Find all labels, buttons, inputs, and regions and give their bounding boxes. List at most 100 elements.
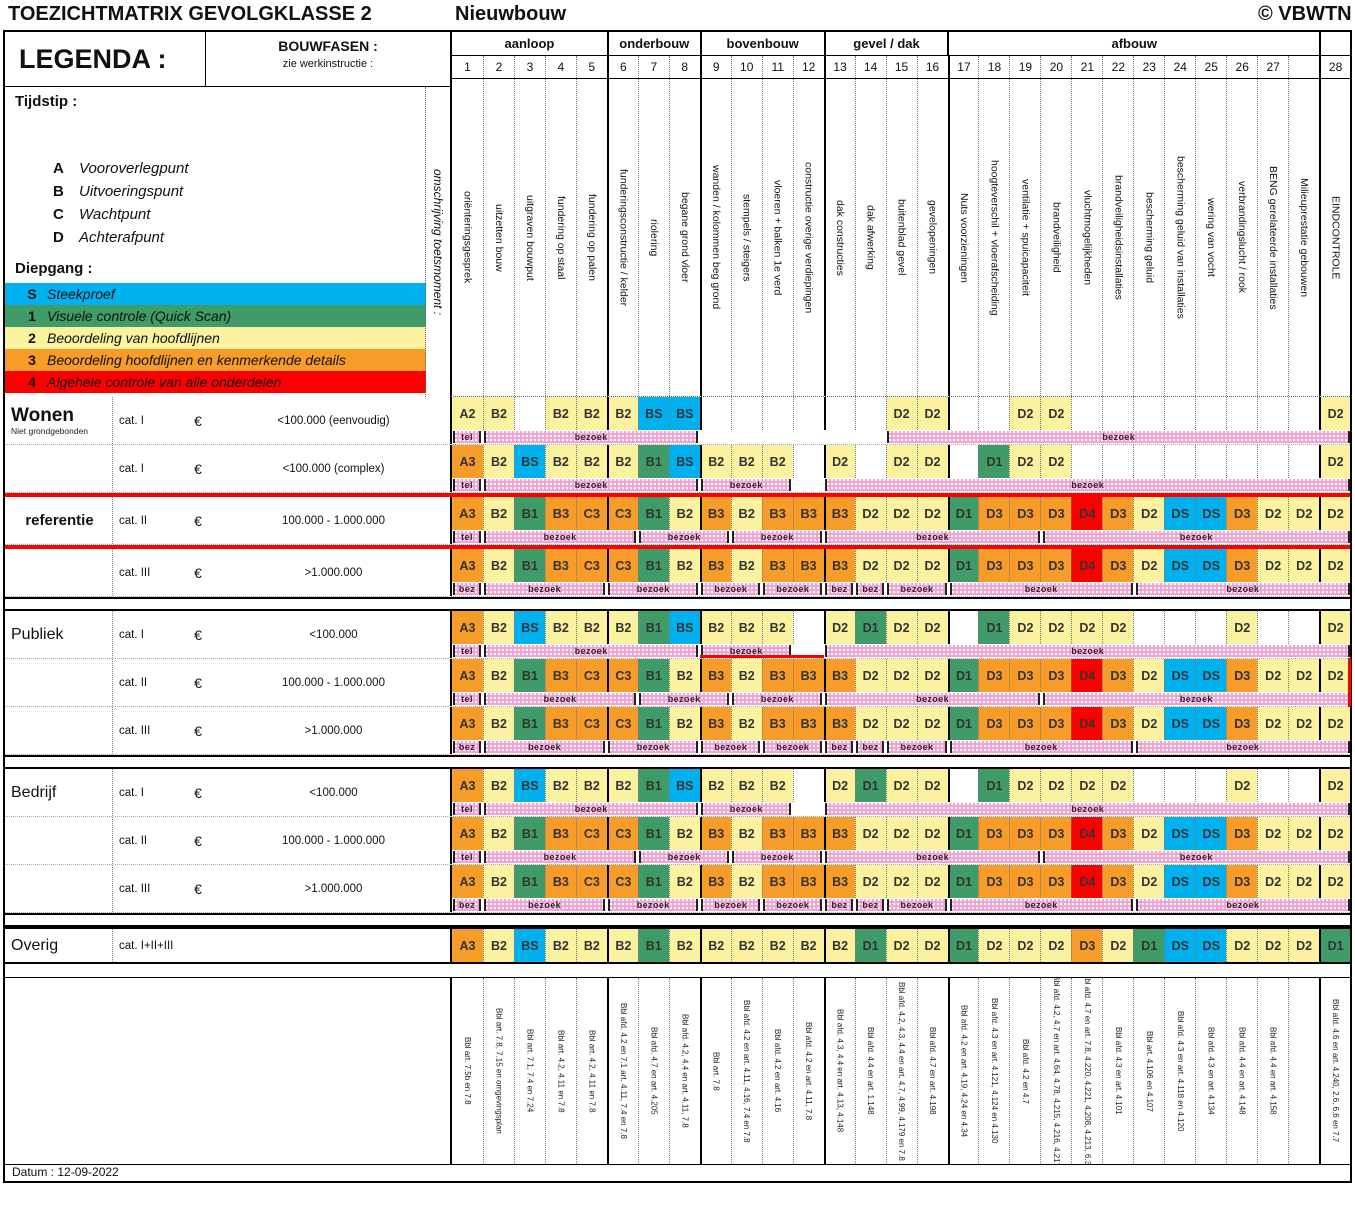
row-grid: A3 B2 BS B2 B2 B2 B1 BS B2 B2 B2 D2 D1 D2 D2 D1 D2 D2 D2 D2… <box>450 769 1351 816</box>
matrix-cell: D2 <box>1133 817 1165 850</box>
matrix-cell: B2 <box>730 497 762 530</box>
matrix-cell: D3 <box>978 497 1010 530</box>
band-segment: bezoek <box>1042 693 1350 705</box>
matrix-cell: C3 <box>575 497 607 530</box>
article-cell: Bbl afd. 4.2, 4.3, 4.4 en art. 4.7, 4.99… <box>885 978 917 1164</box>
diepgang-desc: Steekproef <box>47 286 115 302</box>
matrix-cell: DS <box>1195 929 1227 962</box>
phase-desc-cell: vloeren + balken 1e verd <box>761 79 793 396</box>
phase-number-cell: 14 <box>854 56 886 78</box>
phase-number-cell: 7 <box>637 56 669 78</box>
matrix-cell: B2 <box>730 549 762 582</box>
band-segment: bezoek <box>484 479 699 491</box>
row-cells: A3 B2 BS B2 B2 B2 B1 BS B2 B2 B2 D2 D1 D2 D2 D1 D2 D2 D2 D2… <box>452 769 1351 802</box>
matrix-cell: B2 <box>482 611 514 644</box>
tijdstip-item: A Vooroverlegpunt <box>5 157 425 180</box>
matrix-table: LEGENDA : BOUWFASEN : zie werkinstructie… <box>3 30 1352 1183</box>
article-cell: Bbl afd. 4.2 en art. 4.19, 4.24 en 4.34 <box>947 978 979 1164</box>
matrix-cell: D2 <box>885 865 917 898</box>
matrix-cell: D2 <box>1288 707 1320 740</box>
matrix-cell: D2 <box>1133 707 1165 740</box>
matrix-cell <box>978 397 1009 430</box>
matrix-cell: B3 <box>792 865 824 898</box>
row-cat-label: cat. I <box>119 786 144 799</box>
matrix-cell: D3 <box>978 549 1010 582</box>
row-grid: A3 B2 BS B2 B2 B2 B1 B2 B2 B2 B2 B2 B2 D1 D2 D2 D1 D2 D2 D2… <box>450 929 1351 962</box>
matrix-cell: B2 <box>606 769 638 802</box>
matrix-cell: D1 <box>854 769 886 802</box>
matrix-cell: B2 <box>668 497 700 530</box>
phase-number-cell: 4 <box>544 56 576 78</box>
matrix-cell: A3 <box>452 659 483 692</box>
matrix-cell: B3 <box>544 549 576 582</box>
matrix-row: cat. III € >1.000.000 A3 B2 B1 B3 C3 C3 B1 B2 B3 B2 B… <box>5 865 1351 913</box>
phase-desc-text: Milieuprestatie gebouwen <box>1298 177 1311 298</box>
matrix-cell: D2 <box>916 769 948 802</box>
matrix-cell: B3 <box>699 549 731 582</box>
diepgang-item: 3 Beoordeling hoofdlijnen en kenmerkende … <box>5 349 426 371</box>
matrix-cell: DS <box>1195 865 1227 898</box>
band-segment: tel <box>453 479 482 491</box>
matrix-cell: D1 <box>947 707 979 740</box>
matrix-row: referentie cat. II €100.000 - 1.000.000 A3 B… <box>5 497 1351 545</box>
band-segment: tel <box>453 803 482 815</box>
phase-number-cell: 5 <box>575 56 607 78</box>
matrix-cell: D3 <box>1040 659 1072 692</box>
matrix-cell: B3 <box>699 497 731 530</box>
article-text: Bbl art. 4.2, 4.11 en 7.8 <box>587 1029 597 1113</box>
band-segment: bezoek <box>484 531 637 543</box>
phase-number-cell: 6 <box>606 56 638 78</box>
band-segment: bezoek <box>949 583 1133 595</box>
matrix-cell <box>1226 445 1257 478</box>
matrix-cell: C3 <box>606 497 638 530</box>
band-segment: bezoek <box>701 583 761 595</box>
phase-number-cell: 11 <box>761 56 793 78</box>
row-label: cat. III € >1.000.000 <box>5 707 450 754</box>
tijdstip-item: B Uitvoeringspunt <box>5 180 425 203</box>
row-euro-sign: € <box>194 512 202 529</box>
diepgang-item: 2 Beoordeling van hoofdlijnen <box>5 327 426 349</box>
matrix-cell: B2 <box>761 445 793 478</box>
matrix-cell <box>1102 397 1133 430</box>
diepgang-label: Diepgang : <box>15 260 93 277</box>
matrix-cell: B2 <box>761 611 793 644</box>
matrix-cell: C3 <box>575 707 607 740</box>
article-text: Bbl afd. 4.4 en art. 1.148 <box>866 1027 876 1115</box>
matrix-cell: B1 <box>513 497 545 530</box>
band-segment: bezoek <box>825 851 1040 863</box>
matrix-cell: B1 <box>637 659 669 692</box>
phase-desc-cell: hoogteverschil + vloerafscheiding <box>978 79 1009 396</box>
band-segment: tel <box>453 531 482 543</box>
article-cell: Bbl art. 4.106 en 4.107 <box>1133 978 1164 1164</box>
phase-number-cell: 2 <box>482 56 514 78</box>
article-cell: Bbl art. 4.2, 4.11 en 7.8 <box>544 978 576 1164</box>
legend-header: LEGENDA : <box>5 32 206 87</box>
matrix-cell: C3 <box>575 549 607 582</box>
phase-descriptions-row: oriënteringsgesprek uitzetten bouw uitgrav… <box>450 79 1350 397</box>
row-band: bez bezoek bezoek bezoek bezoek bez bez bezoek b… <box>452 582 1350 596</box>
matrix-cell: D2 <box>1009 445 1041 478</box>
band-segment: bezoek <box>484 645 699 657</box>
article-cell: Bbl afd. 4.4 en art. 4.148 <box>1226 978 1257 1164</box>
matrix-cell: A3 <box>452 817 483 850</box>
matrix-cell: DS <box>1195 659 1227 692</box>
page-title: TOEZICHTMATRIX GEVOLGKLASSE 2 <box>8 3 372 25</box>
matrix-cell: D2 <box>854 659 886 692</box>
band-segment: bezoek <box>949 899 1133 911</box>
matrix-cell: BS <box>668 397 700 430</box>
matrix-cell <box>792 397 824 430</box>
matrix-cell: D2 <box>1257 549 1289 582</box>
articles-row: Bbl art. 7.5b en 7.8 Bbl art. 7.8, 7.15 e… <box>5 977 1350 1165</box>
diepgang-desc: Algehele controle van alle onderdelen <box>47 374 282 390</box>
matrix-cell: D2 <box>1071 611 1103 644</box>
tijdstip-code: C <box>53 206 64 223</box>
matrix-cell: B2 <box>699 929 731 962</box>
row-cat-label: cat. II <box>119 514 148 527</box>
matrix-cell: C3 <box>606 707 638 740</box>
row-band: tel bezoek bezoek bezoek <box>452 802 1350 816</box>
row-band: bez bezoek bezoek bezoek bezoek bez bez bezoek b… <box>452 898 1350 912</box>
phase-desc-cell: ventilatie + spuicapaciteit <box>1009 79 1040 396</box>
article-text: Bbl afd. 4.2 en art. 4.19, 4.24 en 4.34 <box>959 1004 969 1138</box>
phase-desc-text: buitenblad gevel <box>895 199 908 276</box>
matrix-cell <box>947 611 979 644</box>
